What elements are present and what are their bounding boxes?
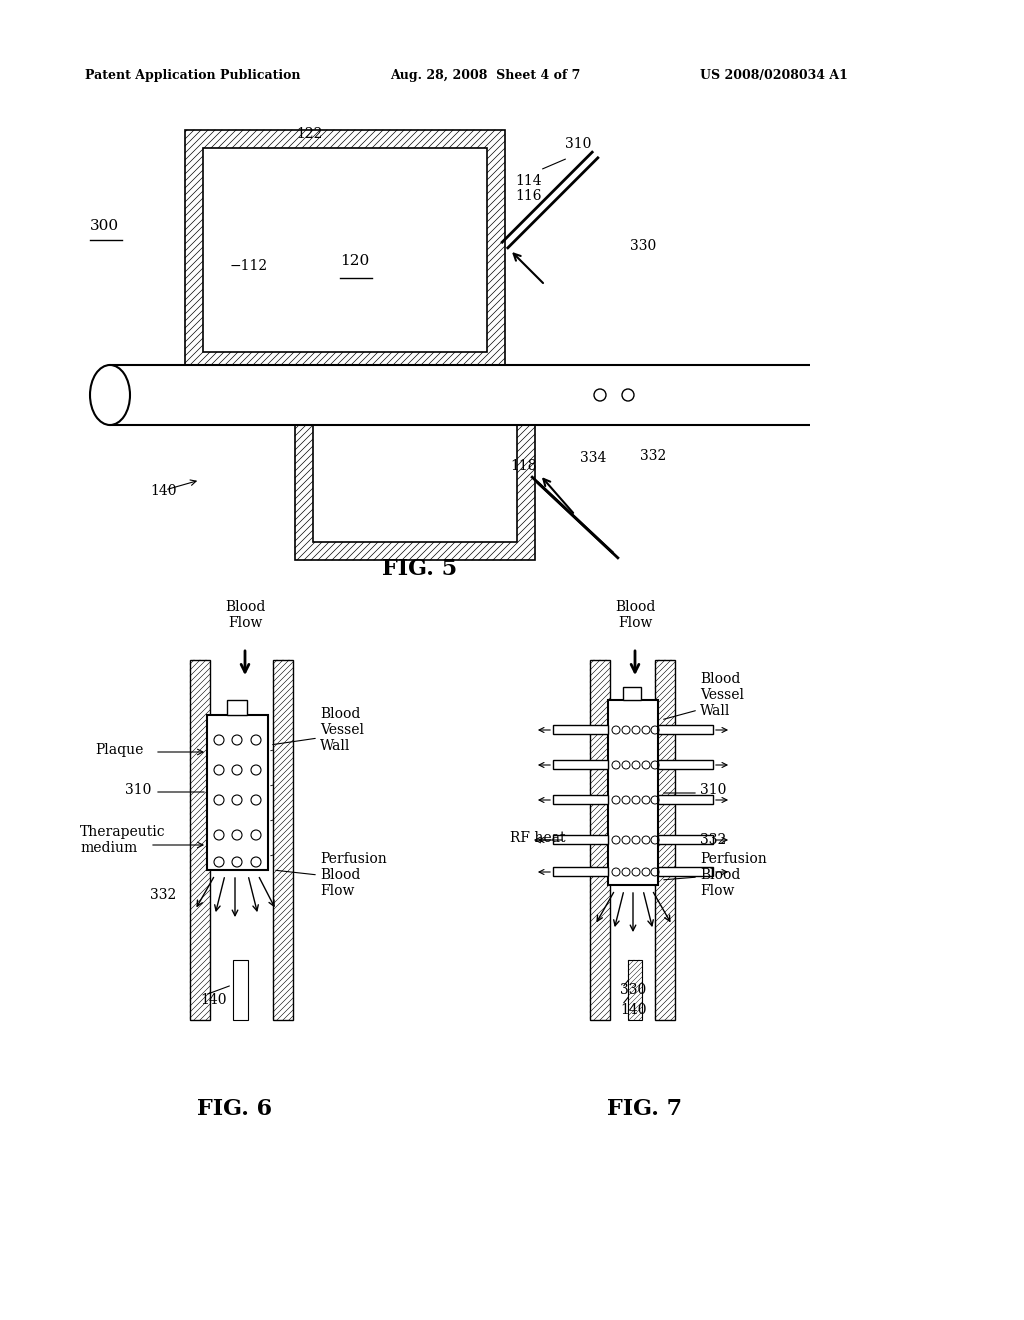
- Text: 310: 310: [700, 783, 726, 797]
- Bar: [553, 836, 608, 843]
- Text: 332: 332: [150, 888, 176, 902]
- Bar: [608, 700, 658, 884]
- Text: Blood
Vessel
Wall: Blood Vessel Wall: [700, 672, 744, 718]
- Bar: [658, 760, 713, 770]
- Text: Perfusion
Blood
Flow: Perfusion Blood Flow: [700, 851, 767, 898]
- Text: RF heat: RF heat: [510, 832, 565, 845]
- Text: Patent Application Publication: Patent Application Publication: [85, 69, 300, 82]
- Bar: [110, 366, 815, 425]
- Bar: [623, 686, 641, 700]
- Text: 114: 114: [515, 174, 542, 187]
- Text: 300: 300: [90, 219, 119, 234]
- Text: 332: 332: [640, 449, 667, 463]
- Bar: [553, 795, 608, 804]
- Bar: [203, 148, 487, 352]
- Bar: [810, 363, 840, 426]
- Text: Blood
Vessel
Wall: Blood Vessel Wall: [319, 706, 364, 754]
- Ellipse shape: [90, 366, 130, 425]
- Bar: [658, 725, 713, 734]
- Text: 118: 118: [510, 459, 537, 473]
- Text: Therapeutic
medium: Therapeutic medium: [80, 825, 166, 855]
- Text: 120: 120: [340, 253, 370, 268]
- Text: 334: 334: [580, 451, 606, 465]
- Bar: [628, 960, 642, 1020]
- Text: FIG. 6: FIG. 6: [198, 1098, 272, 1119]
- Bar: [273, 660, 293, 1020]
- Text: −112: −112: [230, 259, 268, 273]
- Text: Aug. 28, 2008  Sheet 4 of 7: Aug. 28, 2008 Sheet 4 of 7: [390, 69, 581, 82]
- Bar: [203, 148, 487, 352]
- Bar: [655, 660, 675, 1020]
- Bar: [233, 960, 248, 1020]
- Bar: [313, 393, 517, 543]
- Text: 332: 332: [700, 833, 726, 847]
- Text: 330: 330: [620, 983, 646, 997]
- Bar: [185, 129, 505, 370]
- Bar: [207, 715, 268, 870]
- Text: Blood
Flow: Blood Flow: [614, 599, 655, 630]
- Text: 310: 310: [125, 783, 152, 797]
- Text: 140: 140: [620, 1003, 646, 1016]
- Text: Plaque: Plaque: [95, 743, 143, 756]
- Bar: [658, 795, 713, 804]
- Text: Blood
Flow: Blood Flow: [225, 599, 265, 630]
- Bar: [590, 660, 610, 1020]
- Text: Perfusion
Blood
Flow: Perfusion Blood Flow: [319, 851, 387, 898]
- Text: 116: 116: [515, 189, 542, 203]
- Bar: [100, 370, 820, 420]
- Text: 122: 122: [297, 127, 324, 141]
- Bar: [553, 867, 608, 876]
- Bar: [190, 660, 210, 1020]
- Text: FIG. 7: FIG. 7: [607, 1098, 683, 1119]
- Text: US 2008/0208034 A1: US 2008/0208034 A1: [700, 69, 848, 82]
- Bar: [553, 760, 608, 770]
- Text: 330: 330: [630, 239, 656, 253]
- Text: 140: 140: [200, 993, 226, 1007]
- Bar: [553, 725, 608, 734]
- Bar: [227, 700, 247, 715]
- Text: 310: 310: [565, 137, 592, 150]
- Bar: [658, 867, 713, 876]
- Bar: [295, 375, 535, 560]
- Text: FIG. 5: FIG. 5: [382, 558, 458, 579]
- Bar: [658, 836, 713, 843]
- Bar: [313, 393, 517, 543]
- Text: 140: 140: [150, 484, 176, 498]
